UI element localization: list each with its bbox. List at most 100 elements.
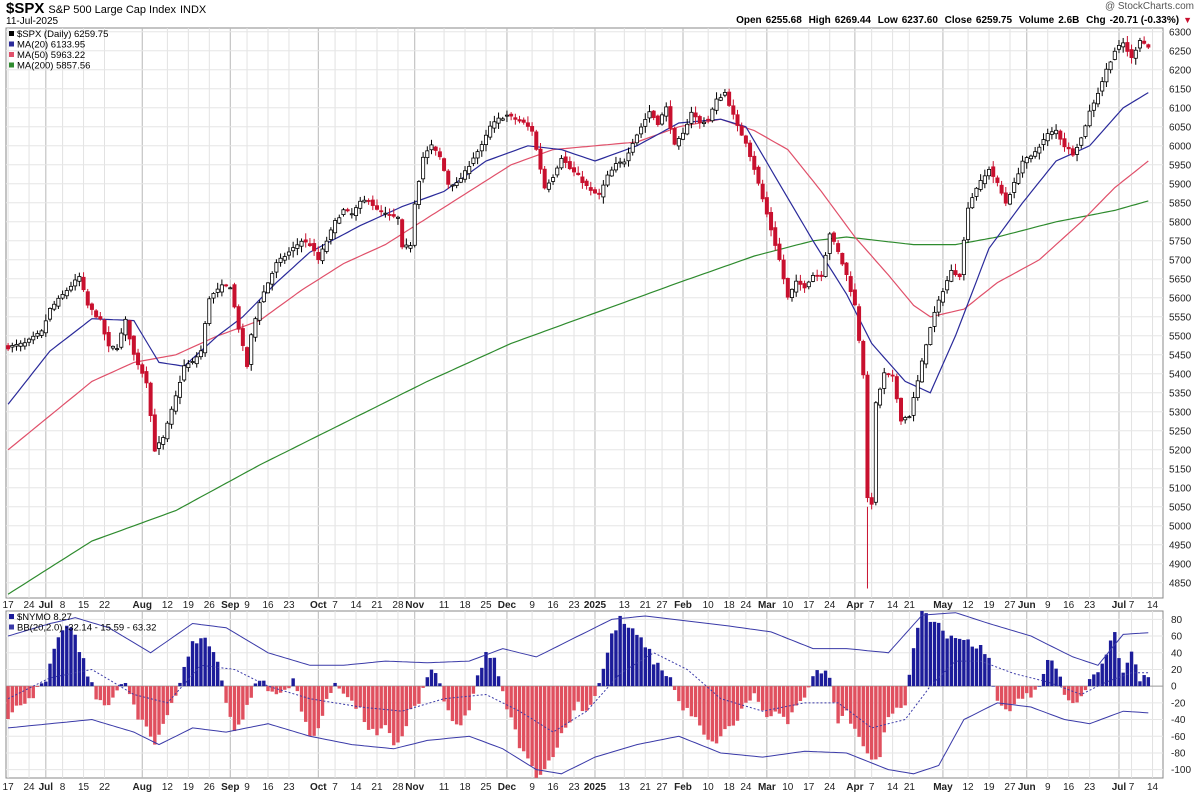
candle-body	[1087, 110, 1092, 127]
x-tick-label: 12	[162, 600, 174, 611]
nymo-bar	[31, 686, 35, 699]
nymo-bar	[358, 686, 362, 708]
nymo-bar	[639, 637, 643, 687]
x-tick-label: 7	[332, 600, 338, 611]
watermark: @ StockCharts.com	[1104, 1, 1194, 12]
candle-body	[722, 92, 727, 96]
candle-body	[253, 318, 258, 338]
nymo-bar	[765, 686, 769, 718]
nymo-bar	[991, 685, 995, 687]
nymo-bar	[614, 630, 618, 687]
candle-body	[236, 306, 241, 330]
candle-body	[848, 276, 853, 292]
legend-swatch	[9, 624, 14, 630]
nymo-bar	[257, 680, 262, 687]
candle-body	[1028, 155, 1033, 160]
candle-body	[1012, 182, 1017, 193]
nymo-bar	[429, 669, 434, 687]
nymo-bar	[890, 686, 895, 714]
candle-body	[266, 282, 271, 294]
candle-body	[790, 288, 795, 298]
candle-body	[291, 247, 296, 252]
nymo-bar	[18, 686, 23, 706]
nymo-bar	[698, 686, 702, 726]
nymo-bar	[475, 675, 480, 687]
x-tick-label: 24	[23, 782, 35, 793]
nymo-tick-label: 20	[1171, 665, 1183, 676]
nymo-bar	[81, 658, 86, 687]
nymo-bar	[719, 686, 723, 737]
x-tick-label: 13	[619, 782, 631, 793]
nymo-bar	[207, 646, 212, 687]
candle-body	[333, 220, 338, 234]
nymo-bar	[593, 686, 597, 696]
candle-body	[307, 243, 312, 246]
nymo-bar	[450, 686, 455, 722]
candle-body	[601, 184, 606, 198]
candle-body	[320, 248, 325, 262]
nymo-bar	[962, 639, 966, 687]
price-tick-label: 5750	[1169, 236, 1192, 247]
x-tick-label: 17	[803, 600, 815, 611]
legend-swatch	[9, 62, 14, 68]
candle-body	[907, 416, 912, 419]
candle-body	[1062, 138, 1067, 148]
chart-header: $SPX S&P 500 Large Cap Index INDX 11-Jul-2…	[0, 0, 1200, 28]
candle-body	[819, 274, 824, 277]
nymo-bar	[77, 652, 82, 687]
nymo-bar	[848, 686, 853, 724]
nymo-bar	[647, 648, 652, 687]
candle-body	[345, 209, 350, 212]
candle-body	[827, 233, 832, 254]
nymo-bar	[735, 686, 740, 721]
legend-text: BB(20,2.0) -32.14 - 15.59 - 63.32	[17, 623, 156, 634]
high-value: 6269.44	[834, 15, 871, 26]
price-tick-label: 6300	[1169, 27, 1192, 38]
nymo-bar	[802, 686, 807, 698]
x-tick-label: Dec	[498, 600, 517, 611]
candle-body	[823, 254, 828, 277]
candle-body	[844, 262, 849, 275]
nymo-bar	[807, 686, 811, 688]
nymo-bar	[702, 686, 706, 735]
x-tick-label: 8	[60, 782, 66, 793]
x-tick-label: 14	[350, 782, 362, 793]
nymo-tick-label: 60	[1171, 632, 1183, 643]
nymo-bar	[295, 686, 300, 692]
nymo-bar	[1108, 640, 1113, 687]
nymo-bar	[400, 686, 404, 737]
nymo-bar	[446, 686, 450, 711]
nymo-bar	[299, 686, 304, 712]
candle-body	[387, 214, 392, 216]
candle-body	[1121, 42, 1126, 48]
x-tick-label: 24	[824, 782, 836, 793]
legend-text: $NYMO 8.27	[17, 612, 72, 623]
candle-body	[1037, 146, 1042, 154]
candle-body	[919, 360, 924, 383]
nymo-bar	[253, 683, 258, 687]
nymo-bar	[903, 686, 907, 706]
price-tick-label: 5300	[1169, 407, 1192, 418]
nymo-bar	[501, 686, 505, 692]
nymo-bar	[228, 686, 232, 717]
nymo-bar	[974, 648, 979, 687]
x-tick-label: 7	[869, 782, 875, 793]
legend-swatch	[9, 41, 14, 47]
nymo-bar	[1012, 686, 1016, 705]
nymo-tick-label: -80	[1171, 748, 1186, 759]
x-tick-label: Jun	[1018, 600, 1036, 611]
x-tick-label: Nov	[405, 600, 424, 611]
candle-body	[982, 175, 987, 185]
nymo-bar	[442, 686, 446, 702]
nymo-bar	[815, 670, 819, 687]
nymo-bar	[454, 686, 459, 725]
nymo-bar	[999, 686, 1004, 706]
nymo-bar	[1033, 686, 1037, 690]
nymo-bar	[786, 686, 790, 725]
candle-body	[936, 299, 941, 313]
candle-body	[1007, 194, 1012, 205]
chart-date: 11-Jul-2025	[6, 16, 59, 27]
candle-body	[173, 395, 178, 412]
candle-body	[157, 442, 162, 449]
